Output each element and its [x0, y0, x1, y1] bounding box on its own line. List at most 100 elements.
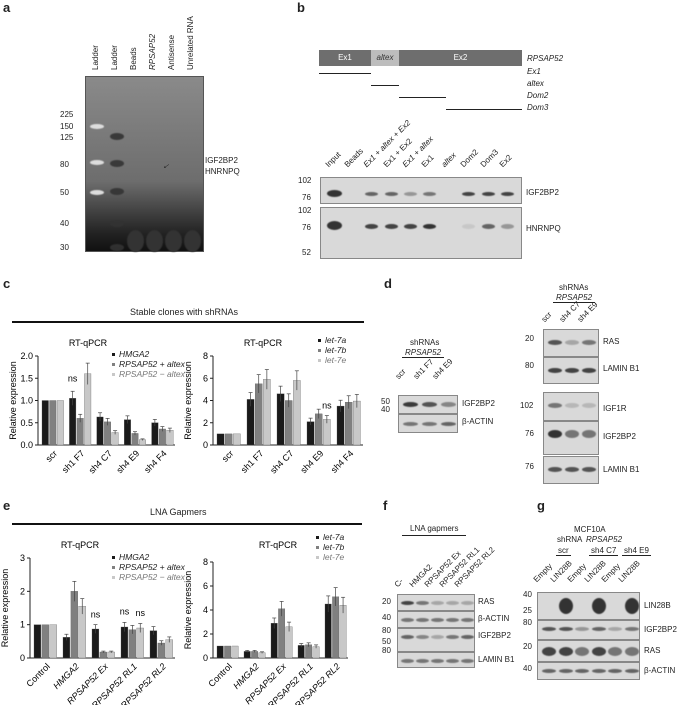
protein-band: [403, 422, 418, 426]
protein-band: [558, 647, 573, 656]
bar: [224, 645, 232, 659]
y-tick-label: 0.0: [20, 440, 33, 450]
legend-label: let-7a: [325, 335, 347, 345]
protein-band: [385, 224, 398, 229]
size-marker: 76: [525, 429, 534, 438]
protein-band: [327, 221, 342, 230]
protein-band: [608, 669, 622, 673]
divider: [12, 321, 364, 323]
protein-band: [110, 220, 124, 227]
blot-lamin-b1: [543, 456, 599, 484]
protein-band: [482, 224, 495, 229]
protein-band: [110, 188, 124, 195]
gene-label: RPSAP52: [527, 54, 564, 63]
construct-label-ex1: Ex1: [527, 67, 541, 76]
blot-label: β-ACTIN: [462, 417, 494, 426]
protein-band: [461, 618, 474, 622]
protein-band: [501, 192, 514, 196]
blot-label: β-ACTIN: [644, 666, 676, 675]
protein-band: [565, 340, 579, 345]
legend-marker: [316, 536, 319, 539]
blot-title: shRNAs: [410, 338, 440, 347]
blot-igf2bp2: [398, 395, 458, 414]
protein-band: [431, 635, 444, 639]
section-header-c: Stable clones with shRNAs: [130, 307, 239, 317]
gel-label-igf2bp2: IGF2BP2: [205, 156, 238, 165]
construct-line-dom3: [446, 109, 522, 110]
protein-band: [608, 627, 622, 631]
x-tick-label: sh4 E9: [299, 448, 326, 475]
size-marker: 40: [523, 590, 532, 599]
y-tick-label: 3: [20, 553, 25, 563]
protein-band: [404, 224, 417, 229]
bar: [41, 400, 49, 446]
blot-label: RAS: [644, 646, 661, 655]
construct-label-dom2: Dom2: [527, 91, 549, 100]
legend-marker: [318, 359, 321, 362]
protein-band: [422, 402, 437, 407]
size-marker: 225: [60, 110, 74, 119]
blot-igf2bp2: [537, 620, 640, 640]
significance-label: ns: [322, 401, 332, 411]
significance-label: ns: [120, 607, 130, 617]
protein-band: [127, 230, 144, 252]
legend-marker: [112, 576, 115, 579]
blot-lamin-b1: [397, 652, 475, 668]
size-marker: 80: [523, 618, 532, 627]
protein-band: [565, 467, 579, 472]
chart-1: 0 2 4 6 8 Relative expression RT-qPCR scr sh1 F7…: [183, 335, 363, 476]
bar: [224, 433, 233, 446]
legend-marker: [316, 556, 319, 559]
protein-band: [441, 402, 456, 407]
size-marker: 25: [523, 606, 532, 615]
bar: [323, 419, 331, 446]
chart-2: 0 1 2 3 Relative expression RT-qPCR Control HMG…: [0, 540, 186, 705]
ladder-band: [90, 160, 104, 165]
blot-title: shRNA: [557, 535, 583, 544]
protein-band: [423, 224, 436, 229]
protein-band: [401, 635, 414, 639]
protein-band: [582, 430, 596, 438]
marker: 102: [298, 176, 312, 185]
blot-title: LNA gapmers: [402, 524, 467, 536]
lane-label: Beads: [129, 47, 138, 70]
legend-label: let-7e: [323, 552, 345, 562]
x-tick-label: Control: [206, 661, 234, 689]
size-marker: 20: [525, 334, 534, 343]
bar: [297, 645, 305, 659]
protein-band: [403, 402, 418, 407]
size-marker: 50: [60, 188, 69, 197]
bar: [56, 400, 64, 446]
protein-band: [404, 192, 417, 196]
construct-line-altex: [371, 85, 399, 86]
blot-igf2bp2: [397, 628, 475, 652]
size-marker: 30: [60, 243, 69, 252]
protein-band: [548, 403, 562, 408]
protein-band: [624, 627, 639, 631]
protein-band: [365, 192, 378, 196]
legend-marker: [112, 363, 115, 366]
panel-label-f: f: [383, 498, 388, 513]
blot-ras: [537, 640, 640, 662]
blot-label: LIN28B: [644, 601, 671, 610]
panel-label-b: b: [297, 0, 305, 15]
protein-band: [542, 669, 556, 673]
x-tick-label: scr: [44, 448, 60, 464]
group-label: scr: [556, 546, 571, 556]
y-tick-label: 2: [203, 629, 208, 639]
protein-band: [110, 133, 124, 140]
size-marker: 40: [382, 613, 391, 622]
legend-label: let-7b: [325, 345, 347, 355]
protein-band: [565, 403, 579, 408]
blot-label: IGF2BP2: [526, 188, 559, 197]
bar: [41, 624, 49, 659]
blot-label: LAMIN B1: [478, 655, 515, 664]
protein-band: [542, 647, 556, 656]
construct-line-ex1: [319, 73, 371, 74]
blot-igf1r: [543, 392, 599, 421]
x-tick-label: scr: [220, 448, 236, 464]
protein-band: [462, 192, 475, 196]
segment-ex2: Ex2: [399, 50, 522, 66]
x-tick-label: sh4 F4: [142, 448, 169, 475]
y-tick-label: 1.5: [20, 373, 33, 383]
